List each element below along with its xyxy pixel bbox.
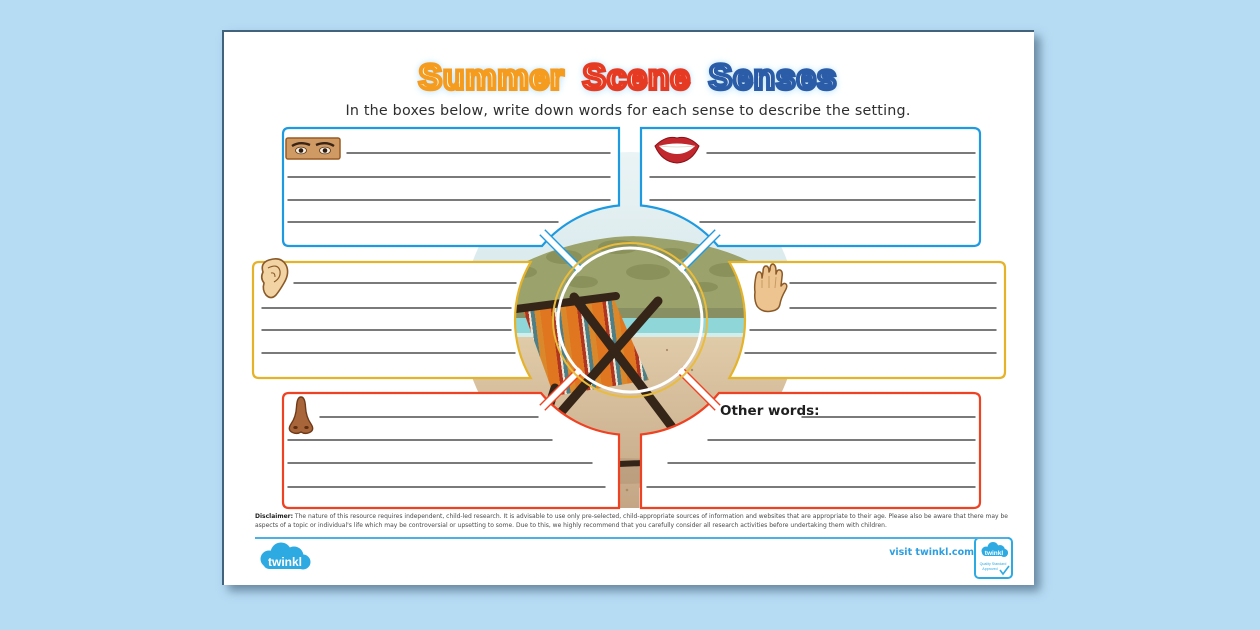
writing-lines-hearing (261, 282, 517, 354)
hand-icon (753, 263, 788, 313)
inner-ring-outer (552, 242, 708, 398)
writing-lines-smell (287, 416, 606, 488)
title-word-scene: Scene (581, 56, 692, 99)
sense-box-taste (639, 126, 982, 248)
writing-lines (261, 152, 997, 488)
mouth-icon (654, 136, 700, 164)
headland-shadow (462, 308, 798, 318)
writing-lines-taste (649, 152, 976, 223)
twinkl-logo-text: twinkl (268, 555, 302, 569)
writing-lines-other (646, 416, 976, 488)
title-word-senses: Senses (707, 56, 839, 99)
eyes-icon (285, 137, 341, 160)
senses-diagram: twinkl twinkl Quality Standard Approved (251, 126, 1013, 579)
page-title: Summer Scene Senses (222, 56, 1034, 99)
sense-box-other (639, 391, 982, 510)
visit-twinkl-link[interactable]: visit twinkl.com (889, 547, 974, 558)
writing-lines-touch (744, 282, 997, 354)
twinkl-logo[interactable]: twinkl (260, 542, 311, 570)
disclaimer-body: The nature of this resource requires ind… (255, 513, 1008, 530)
title-word-summer: Summer (417, 56, 566, 99)
badge-logo-text: twinkl (985, 550, 1004, 557)
sense-box-sight (281, 126, 621, 248)
sense-box-hearing (251, 260, 533, 380)
disclaimer-text: Disclaimer: The nature of this resource … (255, 512, 1008, 531)
inner-ring-inner (556, 246, 704, 394)
badge-line1: Quality Standard (980, 562, 1007, 566)
disclaimer-label: Disclaimer: (255, 513, 294, 520)
badge-line2: Approved (982, 567, 997, 571)
instructions-text: In the boxes below, write down words for… (345, 103, 911, 119)
nose-icon (288, 396, 314, 435)
circle-dividers (539, 229, 721, 411)
other-words-label: Other words: (720, 403, 820, 419)
ear-icon (260, 258, 289, 299)
badge-checkmark-icon (999, 565, 1010, 576)
sense-box-smell (281, 391, 621, 510)
writing-lines-sight (287, 152, 611, 223)
quality-badge: twinkl Quality Standard Approved (974, 537, 1013, 579)
footer-divider (255, 537, 1008, 539)
sense-box-touch (727, 260, 1007, 380)
worksheet-paper: Summer Scene Senses In the boxes below, wr… (222, 30, 1034, 585)
